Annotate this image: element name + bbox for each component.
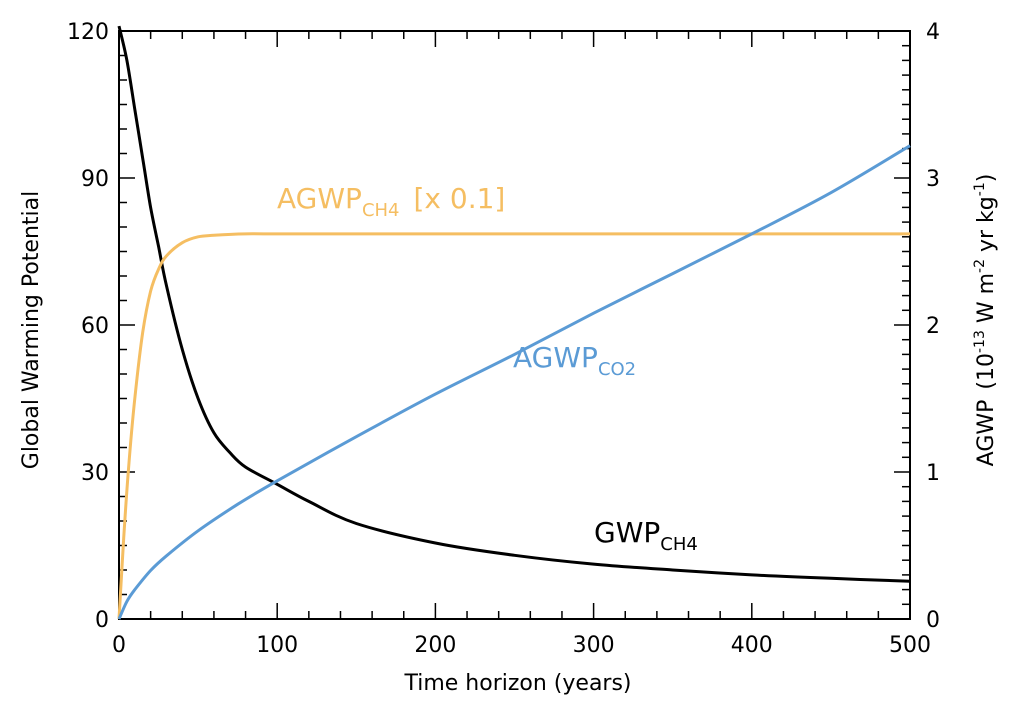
y-tick-label-right: 0 xyxy=(926,608,940,633)
y-tick-label-left: 90 xyxy=(81,167,109,192)
x-tick-label: 0 xyxy=(112,633,126,658)
x-tick-label: 100 xyxy=(256,633,298,658)
label-agwp-co2: AGWPCO2 xyxy=(513,341,636,380)
series-layer xyxy=(117,25,911,620)
right-axis-title: AGWP(10-13 W m-2 yr kg-1) xyxy=(972,174,999,467)
label-gwp-ch4: GWPCH4 xyxy=(594,516,698,555)
label-agwp-ch4: AGWPCH4 [x 0.1] xyxy=(277,182,505,221)
x-tick-label: 200 xyxy=(414,633,456,658)
y-tick-label-right: 1 xyxy=(926,461,940,486)
y-tick-label-left: 60 xyxy=(81,314,109,339)
plot-frame xyxy=(118,30,911,620)
left-axis-title: Global Warming Potential xyxy=(19,191,44,469)
gwp-ch4-line xyxy=(117,25,911,583)
y-tick-label-right: 4 xyxy=(926,20,940,45)
y-tick-label-left: 120 xyxy=(67,20,109,45)
y-tick-label-right: 3 xyxy=(926,167,940,192)
x-axis-title: Time horizon (years) xyxy=(403,671,631,696)
y-tick-label-right: 2 xyxy=(926,314,940,339)
x-tick-label: 400 xyxy=(731,633,773,658)
x-tick-label: 500 xyxy=(889,633,931,658)
x-tick-label: 300 xyxy=(573,633,615,658)
axis-ticks xyxy=(118,30,911,620)
y-tick-label-left: 30 xyxy=(81,461,109,486)
agwp-co2-line xyxy=(117,144,911,620)
plot-border xyxy=(118,30,911,620)
agwp-ch4-line xyxy=(117,232,910,620)
y-tick-label-left: 0 xyxy=(95,608,109,633)
